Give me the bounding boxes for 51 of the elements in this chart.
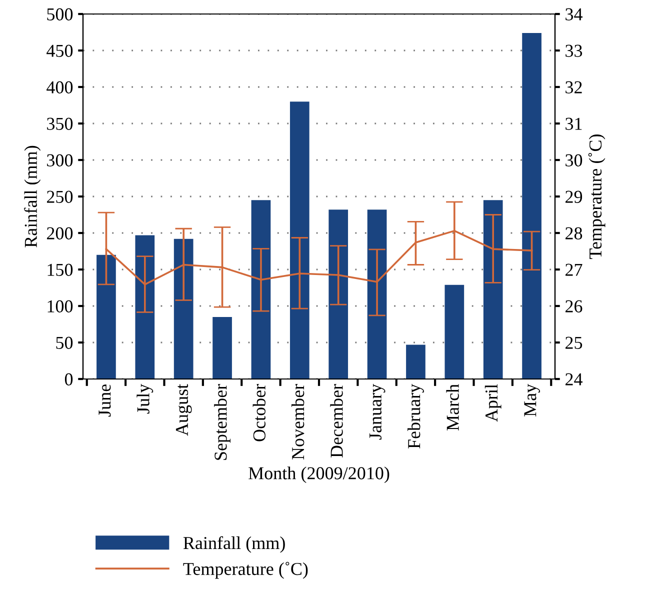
bar [444,284,464,379]
y2-tick-label: 27 [566,264,582,276]
y-tick-label: 300 [47,154,73,166]
x-tick-label: May [524,384,540,416]
y2-tick-label: 32 [566,81,582,94]
bar [135,235,155,379]
x-axis-title: Month (2009/2010) [248,466,390,484]
bar [483,200,503,379]
y-tick-label: 50 [56,336,73,349]
y-tick-label: 150 [48,264,73,276]
x-tick-label: January [370,384,386,440]
y2-tick-label: 28 [566,227,582,240]
x-tick-label: August [176,384,192,436]
x-tick-label: June [98,384,111,417]
y-tick-label: 350 [47,118,73,130]
y-tick-label: 200 [46,227,73,240]
bar [174,238,194,379]
bar [251,200,271,379]
y-tick-label: 500 [47,8,73,20]
y-tick-label: 400 [46,81,73,94]
y2-tick-label: 26 [566,300,582,312]
y-tick-label: 0 [64,373,73,386]
y-tick-label: 450 [46,44,73,57]
x-tick-label: October [252,384,266,442]
x-tick-label: November [291,384,304,460]
y2-tick-label: 33 [566,44,582,57]
bar [328,210,348,379]
y2-tick-label: 31 [566,118,582,130]
bar [406,344,426,379]
y2-tick-label: 29 [566,190,582,203]
bar [290,102,310,379]
legend-label: Rainfall (mm) [183,536,285,553]
bar [522,32,542,379]
y-tick-label: 100 [48,300,73,312]
bar [96,254,116,379]
x-tick-label: April [484,384,502,422]
x-tick-label: July [136,384,154,414]
y2-axis-title: Temperature (˚C) [588,134,606,259]
x-tick-label: December [330,384,343,458]
bar [367,210,387,379]
y-tick-label: 250 [46,190,73,203]
x-tick-label: March [446,384,459,430]
x-tick-label: September [214,384,230,460]
legend-label: Temperature (˚C) [183,562,308,579]
y2-tick-label: 30 [566,154,582,166]
y2-tick-label: 24 [566,373,582,386]
x-tick-label: February [408,384,424,449]
y-axis-title: Rainfall (mm) [24,146,41,248]
y2-tick-label: 34 [566,8,582,20]
y2-tick-label: 25 [566,336,582,349]
bar [212,316,232,379]
